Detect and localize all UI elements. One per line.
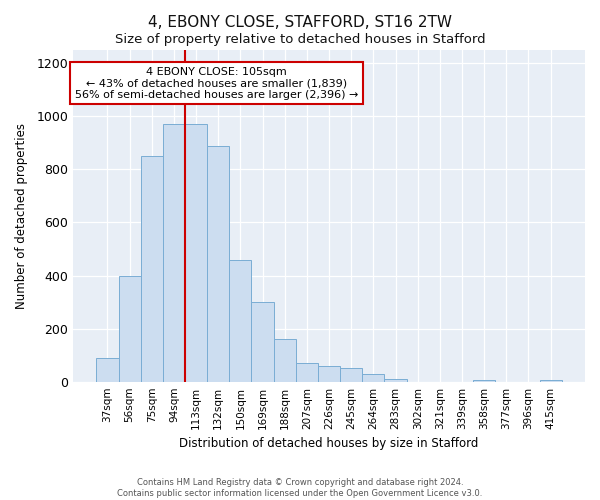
Text: Size of property relative to detached houses in Stafford: Size of property relative to detached ho… bbox=[115, 32, 485, 46]
Bar bbox=[539, 380, 562, 382]
Text: 4, EBONY CLOSE, STAFFORD, ST16 2TW: 4, EBONY CLOSE, STAFFORD, ST16 2TW bbox=[148, 15, 452, 30]
Bar bbox=[185, 124, 207, 382]
Bar bbox=[473, 380, 495, 382]
Text: Contains HM Land Registry data © Crown copyright and database right 2024.
Contai: Contains HM Land Registry data © Crown c… bbox=[118, 478, 482, 498]
Bar bbox=[163, 124, 185, 382]
Bar bbox=[385, 379, 407, 382]
Bar bbox=[362, 374, 385, 382]
Bar bbox=[251, 302, 274, 382]
Bar bbox=[229, 260, 251, 382]
X-axis label: Distribution of detached houses by size in Stafford: Distribution of detached houses by size … bbox=[179, 437, 479, 450]
Bar bbox=[119, 276, 140, 382]
Bar bbox=[97, 358, 119, 382]
Bar bbox=[296, 363, 318, 382]
Bar bbox=[340, 368, 362, 382]
Bar bbox=[207, 146, 229, 382]
Y-axis label: Number of detached properties: Number of detached properties bbox=[15, 123, 28, 309]
Text: 4 EBONY CLOSE: 105sqm
← 43% of detached houses are smaller (1,839)
56% of semi-d: 4 EBONY CLOSE: 105sqm ← 43% of detached … bbox=[75, 66, 358, 100]
Bar bbox=[318, 366, 340, 382]
Bar bbox=[140, 156, 163, 382]
Bar bbox=[274, 339, 296, 382]
